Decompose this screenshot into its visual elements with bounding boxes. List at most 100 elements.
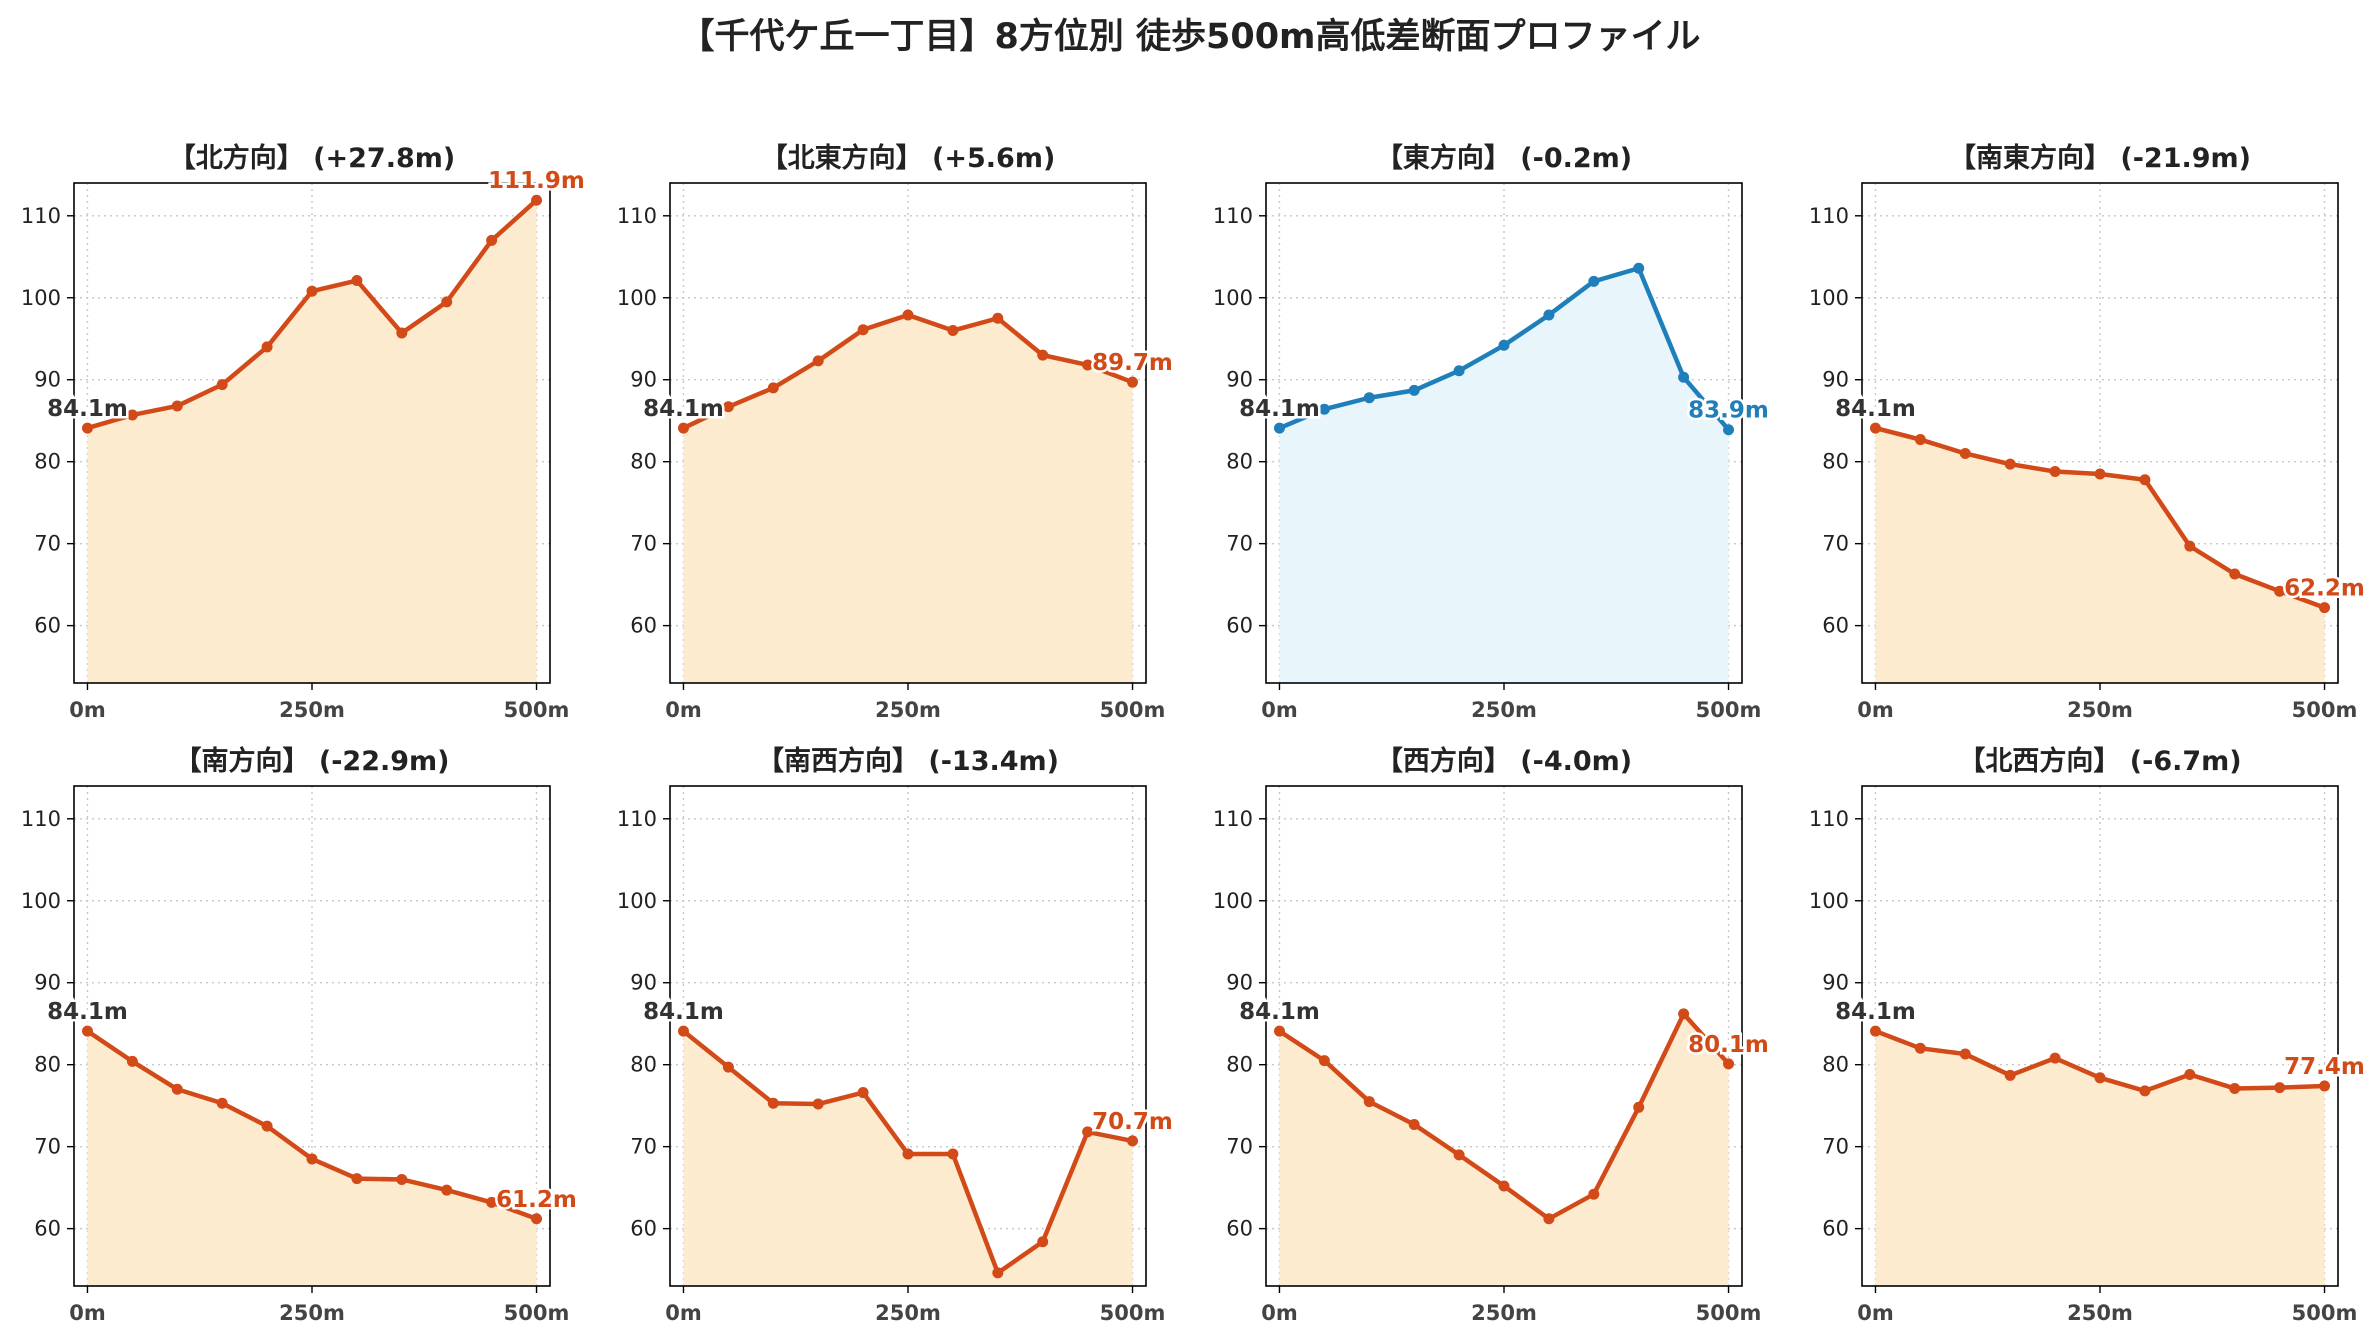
area-fill xyxy=(1875,1031,2325,1286)
chart-title: 【北方向】 (+27.8m) xyxy=(169,142,455,174)
y-tick-label: 80 xyxy=(34,450,61,474)
y-tick-label: 100 xyxy=(1213,889,1253,913)
data-point xyxy=(2229,1082,2241,1094)
y-tick-label: 100 xyxy=(21,889,61,913)
chart-title: 【南東方向】 (-21.9m) xyxy=(1949,142,2251,174)
x-tick-label: 250m xyxy=(875,698,941,722)
chart-title: 【西方向】 (-4.0m) xyxy=(1376,745,1632,777)
y-tick-label: 80 xyxy=(1226,450,1253,474)
data-point xyxy=(2184,1069,2196,1081)
data-point xyxy=(2049,466,2061,478)
data-point xyxy=(1318,1055,1330,1067)
data-point xyxy=(1408,1119,1420,1131)
data-point xyxy=(1959,1048,1971,1060)
profile-chart: 【西方向】 (-4.0m) 60 70 80 90 100 110 0m 250m 500m 84.… xyxy=(1213,745,1771,1325)
data-point xyxy=(1869,422,1881,434)
start-elevation-label: 84.1m xyxy=(643,396,724,422)
x-tick-label: 500m xyxy=(504,1301,570,1325)
y-tick-label: 80 xyxy=(630,1053,657,1077)
data-point xyxy=(126,409,138,421)
y-tick-label: 60 xyxy=(34,614,61,638)
data-point xyxy=(1959,447,1971,459)
data-point xyxy=(2139,474,2151,486)
end-elevation-label: 80.1m xyxy=(1688,1032,1769,1058)
data-point xyxy=(1633,262,1645,274)
end-elevation-label: 61.2m xyxy=(496,1187,577,1213)
data-point xyxy=(992,312,1004,324)
data-point xyxy=(947,1148,959,1160)
data-point xyxy=(2319,602,2331,614)
data-point xyxy=(1543,1213,1555,1225)
end-elevation-label: 83.9m xyxy=(1688,398,1769,424)
area-fill xyxy=(87,1031,537,1286)
start-elevation-label: 84.1m xyxy=(1239,396,1320,422)
profile-chart: 【北方向】 (+27.8m) 60 70 80 90 100 110 0m 250m 500m 84… xyxy=(21,142,587,722)
start-elevation-label: 84.1m xyxy=(643,999,724,1025)
y-tick-label: 100 xyxy=(617,286,657,310)
y-tick-label: 100 xyxy=(617,889,657,913)
end-elevation-label: 70.7m xyxy=(1092,1109,1173,1135)
y-tick-label: 110 xyxy=(21,807,61,831)
data-point xyxy=(1273,422,1285,434)
data-point xyxy=(1678,371,1690,383)
area-fill xyxy=(1875,428,2325,683)
y-tick-label: 60 xyxy=(630,1217,657,1241)
x-tick-label: 250m xyxy=(279,1301,345,1325)
data-point xyxy=(2184,540,2196,552)
profile-chart: 【北東方向】 (+5.6m) 60 70 80 90 100 110 0m 250m 500m 84… xyxy=(617,142,1175,722)
data-point xyxy=(216,379,228,391)
end-elevation-label: 89.7m xyxy=(1092,350,1173,376)
start-elevation-label: 84.1m xyxy=(1239,999,1320,1025)
end-elevation-label: 77.4m xyxy=(2284,1054,2365,1080)
data-point xyxy=(992,1267,1004,1279)
data-point xyxy=(1408,384,1420,396)
data-point xyxy=(722,401,734,413)
y-tick-label: 90 xyxy=(630,368,657,392)
data-point xyxy=(902,309,914,321)
data-point xyxy=(441,1184,453,1196)
data-point xyxy=(1453,365,1465,377)
y-tick-label: 90 xyxy=(1226,971,1253,995)
y-tick-label: 70 xyxy=(34,532,61,556)
profile-chart: 【南東方向】 (-21.9m) 60 70 80 90 100 110 0m 250m 500m 8… xyxy=(1809,142,2367,722)
data-point xyxy=(1127,1135,1139,1147)
data-point xyxy=(1453,1149,1465,1161)
area-fill xyxy=(683,314,1133,683)
x-tick-label: 500m xyxy=(504,698,570,722)
data-point xyxy=(1363,1096,1375,1108)
data-point xyxy=(171,1083,183,1095)
y-tick-label: 110 xyxy=(617,204,657,228)
data-point xyxy=(1498,1180,1510,1192)
x-tick-label: 0m xyxy=(1857,698,1894,722)
start-elevation-label: 84.1m xyxy=(47,396,128,422)
data-point xyxy=(1914,1042,1926,1054)
chart-title: 【北西方向】 (-6.7m) xyxy=(1958,745,2241,777)
x-tick-label: 250m xyxy=(2067,1301,2133,1325)
y-tick-label: 70 xyxy=(1822,1135,1849,1159)
chart-title: 【南方向】 (-22.9m) xyxy=(174,745,449,777)
data-point xyxy=(2274,585,2286,597)
data-point xyxy=(1723,1058,1735,1070)
data-point xyxy=(677,1025,689,1037)
x-tick-label: 500m xyxy=(1696,698,1762,722)
y-tick-label: 110 xyxy=(1809,204,1849,228)
data-point xyxy=(2094,1072,2106,1084)
y-tick-label: 90 xyxy=(1822,971,1849,995)
data-point xyxy=(2229,568,2241,580)
data-point xyxy=(812,355,824,367)
y-tick-label: 70 xyxy=(1226,532,1253,556)
y-tick-label: 80 xyxy=(1226,1053,1253,1077)
data-point xyxy=(396,1173,408,1185)
y-tick-label: 100 xyxy=(1809,286,1849,310)
y-tick-label: 70 xyxy=(630,1135,657,1159)
data-point xyxy=(1633,1101,1645,1113)
y-tick-label: 70 xyxy=(1226,1135,1253,1159)
y-tick-label: 70 xyxy=(630,532,657,556)
y-tick-label: 100 xyxy=(21,286,61,310)
chart-title: 【南西方向】 (-13.4m) xyxy=(757,745,1059,777)
data-point xyxy=(767,382,779,394)
x-tick-label: 500m xyxy=(1696,1301,1762,1325)
x-tick-label: 0m xyxy=(665,1301,702,1325)
data-point xyxy=(2049,1052,2061,1064)
